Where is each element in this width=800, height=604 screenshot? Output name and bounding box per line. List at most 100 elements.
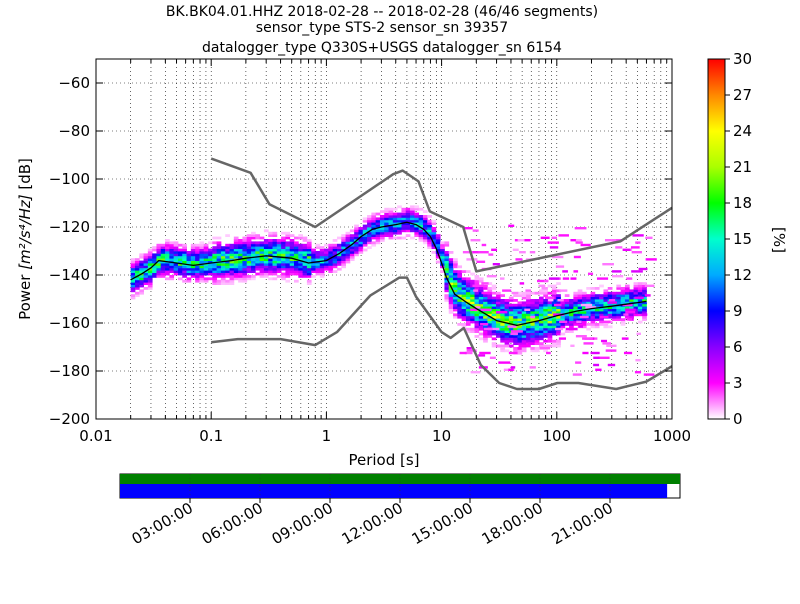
density-cell xyxy=(624,289,630,293)
density-cell xyxy=(431,251,437,254)
density-cell xyxy=(491,323,497,326)
density-cell xyxy=(621,337,629,340)
density-cell xyxy=(620,294,626,297)
density-cell xyxy=(302,239,308,242)
density-cell xyxy=(225,243,230,247)
density-cell xyxy=(622,303,633,307)
density-cell xyxy=(508,318,514,321)
density-cell xyxy=(601,339,608,343)
density-cell xyxy=(595,368,602,371)
density-cell xyxy=(298,267,304,271)
density-cell xyxy=(543,279,549,283)
density-cell xyxy=(263,248,269,252)
density-cell xyxy=(367,241,372,245)
density-cell xyxy=(315,255,321,259)
density-cell xyxy=(481,291,491,295)
density-cell xyxy=(259,272,265,276)
density-cell xyxy=(186,253,192,257)
density-cell xyxy=(268,231,273,235)
density-cell xyxy=(487,313,493,317)
density-cell xyxy=(547,339,553,343)
density-cell xyxy=(612,315,617,319)
density-cell xyxy=(616,294,622,297)
density-cell xyxy=(298,243,304,247)
density-cell xyxy=(590,320,596,324)
density-cell xyxy=(152,253,157,257)
density-cell xyxy=(251,265,256,269)
density-cell xyxy=(199,255,205,259)
density-cell xyxy=(251,248,256,252)
density-cell xyxy=(508,344,514,348)
density-cell xyxy=(306,272,312,276)
density-cell xyxy=(341,243,346,247)
density-cell xyxy=(594,287,600,290)
density-cell xyxy=(186,255,192,259)
density-cell xyxy=(551,255,564,259)
density-cell xyxy=(272,258,278,261)
density-cell xyxy=(341,258,346,261)
density-cell xyxy=(384,234,389,237)
density-cell xyxy=(504,337,510,341)
density-cell xyxy=(530,299,536,302)
density-cell xyxy=(538,332,544,336)
density-cell xyxy=(276,246,282,249)
density-cell xyxy=(599,315,609,319)
density-cell xyxy=(543,323,548,326)
density-cell xyxy=(268,248,273,252)
density-cell xyxy=(461,289,467,293)
density-cell xyxy=(547,344,553,348)
density-cell xyxy=(565,327,578,331)
density-cell xyxy=(457,289,463,293)
density-cell xyxy=(599,308,604,312)
density-cell xyxy=(530,330,536,333)
density-cell xyxy=(268,270,273,273)
density-cell xyxy=(276,267,282,271)
density-cell xyxy=(251,260,256,264)
density-cell xyxy=(517,347,523,350)
density-cell xyxy=(134,279,140,283)
density-cell xyxy=(203,265,209,269)
density-cell xyxy=(548,299,554,302)
density-cell xyxy=(500,339,506,343)
density-cell xyxy=(453,289,458,293)
density-cell xyxy=(367,222,372,225)
density-cell xyxy=(607,315,613,319)
density-cell xyxy=(165,265,170,269)
density-cell xyxy=(251,253,256,257)
density-cell xyxy=(642,303,647,307)
density-cell xyxy=(233,253,239,257)
density-cell xyxy=(186,272,192,276)
density-cell xyxy=(603,296,609,300)
density-cell xyxy=(177,263,183,266)
density-cell xyxy=(461,284,467,288)
density-cell xyxy=(496,332,501,336)
density-cell xyxy=(569,315,574,319)
density-cell xyxy=(294,263,299,266)
density-cell xyxy=(616,306,622,309)
density-cell xyxy=(302,255,308,259)
density-cell xyxy=(620,306,626,309)
density-cell xyxy=(530,291,536,295)
density-cell xyxy=(156,258,162,261)
density-cell xyxy=(556,282,561,285)
density-cell xyxy=(543,308,548,312)
density-cell xyxy=(203,272,209,276)
density-cell xyxy=(635,241,641,244)
density-cell xyxy=(448,260,454,264)
density-cell xyxy=(573,306,579,309)
density-cell xyxy=(410,236,415,240)
density-cell xyxy=(268,241,273,245)
density-cell xyxy=(289,248,295,252)
density-cell xyxy=(440,260,445,264)
density-cell xyxy=(519,251,526,254)
density-cell xyxy=(465,294,471,297)
density-cell xyxy=(453,294,458,297)
density-cell xyxy=(481,243,487,247)
density-cell xyxy=(586,327,591,331)
density-cell xyxy=(225,260,230,264)
density-cell xyxy=(623,313,629,316)
density-cell xyxy=(483,330,488,333)
density-cell xyxy=(500,306,506,309)
density-cell xyxy=(199,270,205,273)
density-cell xyxy=(551,342,557,345)
